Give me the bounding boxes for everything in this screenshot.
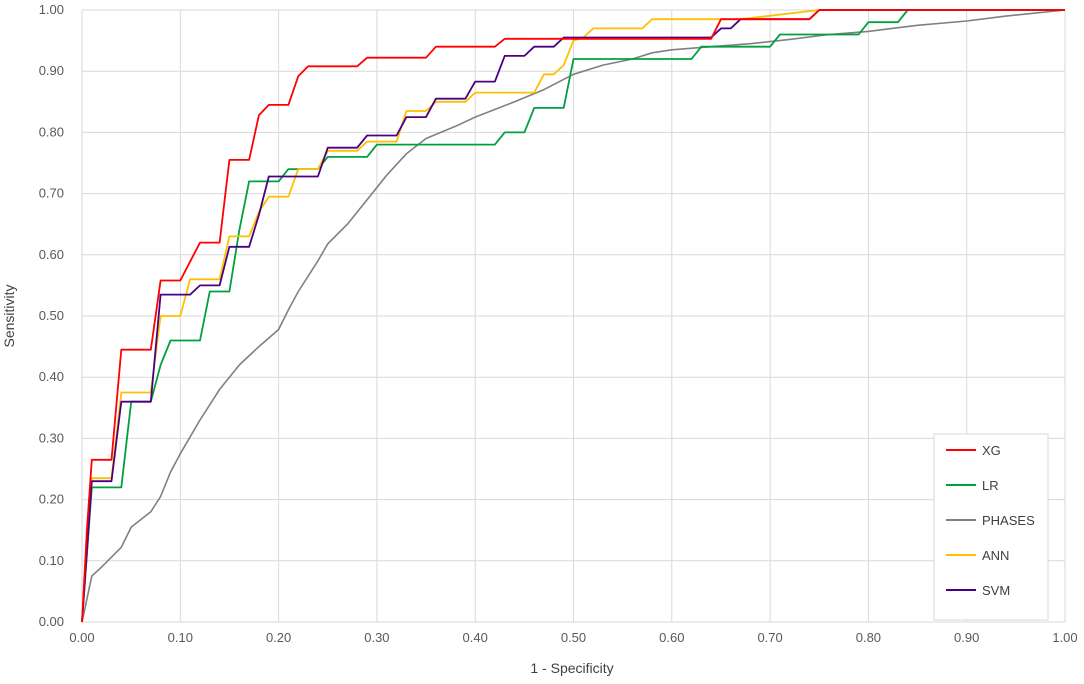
- x-axis-title: 1 - Specificity: [530, 660, 613, 676]
- y-tick-label: 0.30: [39, 430, 64, 445]
- y-tick-label: 0.90: [39, 63, 64, 78]
- y-tick-label: 0.20: [39, 492, 64, 507]
- y-axis-tick-labels: 0.00 0.10 0.20 0.30 0.40 0.50 0.60 0.70 0.80 0.90…: [39, 2, 64, 629]
- x-tick-label: 0.40: [463, 630, 488, 645]
- y-tick-label: 0.70: [39, 186, 64, 201]
- y-tick-label: 0.60: [39, 247, 64, 262]
- legend: XG LR PHASES ANN SVM: [933, 433, 1049, 621]
- x-tick-label: 0.20: [266, 630, 291, 645]
- legend-label-lr: LR: [982, 478, 999, 493]
- series-line-svm: [81, 9, 1065, 623]
- x-tick-label: 0.00: [69, 630, 94, 645]
- x-tick-label: 0.60: [659, 630, 684, 645]
- y-tick-label: 0.40: [39, 369, 64, 384]
- series-line-lr: [81, 9, 1065, 623]
- legend-label-ann: ANN: [982, 548, 1009, 563]
- x-tick-label: 1.00: [1052, 630, 1077, 645]
- series-line-ann: [81, 9, 1065, 623]
- x-tick-label: 0.30: [364, 630, 389, 645]
- y-tick-label: 0.50: [39, 308, 64, 323]
- series-line-phases: [81, 9, 1066, 623]
- y-axis-title: Sensitivity: [1, 284, 17, 347]
- x-tick-label: 0.50: [561, 630, 586, 645]
- y-tick-label: 0.10: [39, 553, 64, 568]
- y-tick-label: 1.00: [39, 2, 64, 17]
- x-tick-label: 0.70: [757, 630, 782, 645]
- x-tick-label: 0.90: [954, 630, 979, 645]
- y-tick-label: 0.00: [39, 614, 64, 629]
- x-tick-label: 0.10: [168, 630, 193, 645]
- grid-lines: [81, 9, 1066, 623]
- x-axis-tick-labels: 0.00 0.10 0.20 0.30 0.40 0.50 0.60 0.70 0.80 0.90…: [69, 630, 1077, 645]
- x-tick-label: 0.80: [856, 630, 881, 645]
- y-tick-label: 0.80: [39, 124, 64, 139]
- series-line-xg: [81, 9, 1065, 623]
- legend-label-svm: SVM: [982, 583, 1010, 598]
- series-lines: [81, 9, 1066, 623]
- legend-label-phases: PHASES: [982, 513, 1035, 528]
- legend-box: [933, 433, 1049, 621]
- legend-label-xg: XG: [982, 443, 1001, 458]
